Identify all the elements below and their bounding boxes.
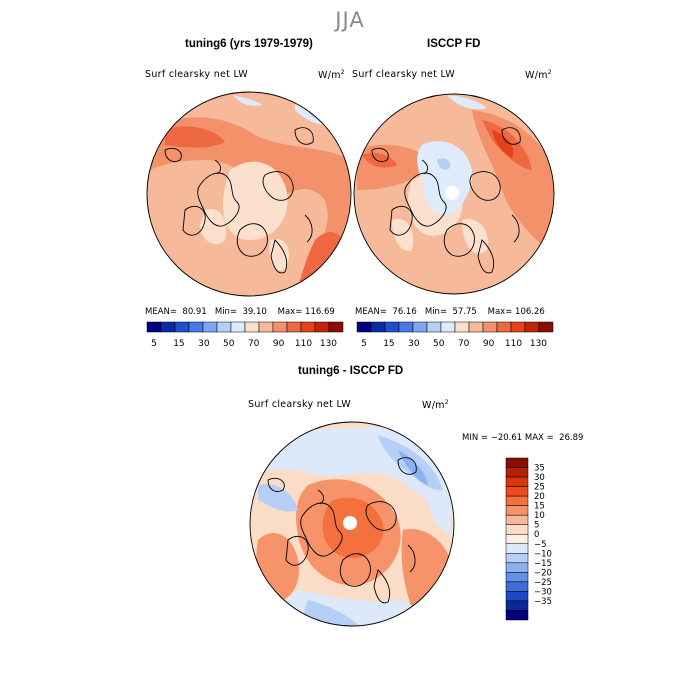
model-colorbar-swatch (314, 321, 330, 333)
obs-colorbar-tick-label: 30 (408, 339, 420, 349)
obs-colorbar-swatch (440, 321, 456, 333)
obs-colorbar-tick-label: 5 (361, 339, 367, 349)
diff-minmax: MIN = −20.61 MAX = 26.89 (462, 433, 584, 443)
obs-colorbar-tick-label: 15 (383, 339, 394, 349)
model-colorbar-swatch (258, 321, 274, 333)
diff-colorbar-swatch (505, 505, 529, 516)
obs-colorbar-swatch (454, 321, 470, 333)
diff-colorbar-tick-label: −5 (534, 540, 547, 550)
diff-colorbar-tick-label: 20 (534, 492, 545, 502)
model-panel-title: tuning6 (yrs 1979-1979) (185, 38, 313, 50)
model-colorbar-swatch (188, 321, 204, 333)
obs-colorbar-tick-label: 70 (458, 339, 470, 349)
obs-colorbar-swatch (412, 321, 428, 333)
diff-colorbar-swatch (505, 457, 529, 468)
obs-colorbar-tick-label: 50 (433, 339, 445, 349)
model-colorbar-swatch (272, 321, 288, 333)
obs-colorbar-tick-label: 110 (505, 339, 522, 349)
diff-colorbar-swatch (505, 467, 529, 478)
model-colorbar-swatch (160, 321, 176, 333)
diff-colorbar-swatch (505, 514, 529, 525)
model-colorbar-swatch (174, 321, 190, 333)
diff-colorbar-tick-label: −10 (534, 549, 552, 559)
obs-units-label: W/m2 (525, 69, 552, 82)
model-colorbar-swatch (300, 321, 316, 333)
diff-colorbar-swatch (505, 553, 529, 564)
model-units-label: W/m2 (318, 69, 345, 82)
model-colorbar-tick-label: 90 (273, 339, 285, 349)
obs-colorbar-swatch (370, 321, 386, 333)
diff-colorbar-swatch (505, 610, 529, 621)
model-colorbar-swatch (216, 321, 232, 333)
obs-colorbar-tick-label: 130 (530, 339, 547, 349)
diff-colorbar-tick-label: 10 (534, 511, 545, 521)
diff-colorbar-swatch (505, 562, 529, 573)
obs-colorbar-swatch (524, 321, 540, 333)
model-colorbar-tick-label: 5 (151, 339, 157, 349)
model-stats: MEAN= 80.91 Min= 39.10 Max= 116.69 (145, 307, 335, 317)
diff-colorbar-swatch (505, 543, 529, 554)
obs-colorbar-swatch (538, 321, 554, 333)
obs-colorbar: 5 15 30 50 70 90 110 130 (356, 321, 554, 349)
obs-variable-label: Surf clearsky net LW (352, 69, 455, 80)
model-polar-map (146, 91, 352, 297)
model-colorbar-swatch (328, 321, 344, 333)
obs-stats: MEAN= 76.16 Min= 57.75 Max= 106.26 (355, 307, 545, 317)
model-colorbar: 5 15 30 50 70 90 110 130 (146, 321, 344, 349)
diff-colorbar-tick-label: 30 (534, 473, 545, 483)
diff-colorbar-swatch (505, 495, 529, 506)
season-title: JJA (335, 8, 365, 32)
obs-colorbar-swatch (496, 321, 512, 333)
diff-colorbar-swatch (505, 476, 529, 487)
model-colorbar-tick-label: 15 (173, 339, 184, 349)
obs-colorbar-swatch (510, 321, 526, 333)
diff-colorbar-swatch (505, 486, 529, 497)
model-colorbar-swatch (202, 321, 218, 333)
diff-colorbar-tick-label: −25 (534, 578, 552, 588)
obs-colorbar-swatch (468, 321, 484, 333)
diff-colorbar-tick-label: −15 (534, 559, 552, 569)
diff-colorbar-swatch (505, 572, 529, 583)
model-colorbar-tick-label: 70 (248, 339, 260, 349)
model-colorbar-swatch (286, 321, 302, 333)
diff-colorbar-swatch (505, 600, 529, 611)
obs-colorbar-tick-label: 90 (483, 339, 495, 349)
model-colorbar-tick-label: 130 (320, 339, 337, 349)
obs-colorbar-swatch (356, 321, 372, 333)
diff-colorbar-tick-label: −35 (534, 597, 552, 607)
obs-colorbar-swatch (482, 321, 498, 333)
model-variable-label: Surf clearsky net LW (145, 69, 248, 80)
diff-variable-label: Surf clearsky net LW (248, 399, 351, 410)
diff-colorbar-swatch (505, 581, 529, 592)
diff-colorbar-tick-label: 0 (534, 530, 539, 540)
obs-colorbar-swatch (398, 321, 414, 333)
diff-colorbar-tick-label: 15 (534, 502, 545, 512)
model-colorbar-swatch (146, 321, 162, 333)
model-colorbar-tick-label: 110 (295, 339, 312, 349)
diff-colorbar-tick-label: −30 (534, 587, 552, 597)
model-colorbar-tick-label: 30 (198, 339, 210, 349)
obs-colorbar-swatch (426, 321, 442, 333)
model-colorbar-tick-label: 50 (223, 339, 235, 349)
obs-colorbar-swatch (384, 321, 400, 333)
diff-colorbar-swatch (505, 533, 529, 545)
diff-colorbar-tick-label: −20 (534, 568, 552, 578)
diff-colorbar-tick-label: 35 (534, 464, 545, 474)
diff-colorbar-swatch (505, 524, 529, 535)
diff-colorbar-tick-label: 25 (534, 483, 545, 493)
diff-colorbar-swatch (505, 591, 529, 602)
diff-units-label: W/m2 (422, 399, 449, 412)
obs-polar-map (353, 93, 555, 295)
diff-colorbar-tick-label: 5 (534, 521, 539, 531)
diff-panel-title: tuning6 - ISCCP FD (298, 365, 404, 377)
model-colorbar-swatch (244, 321, 260, 333)
obs-panel-title: ISCCP FD (427, 38, 481, 50)
model-colorbar-swatch (230, 321, 246, 333)
diff-polar-map (249, 421, 455, 627)
